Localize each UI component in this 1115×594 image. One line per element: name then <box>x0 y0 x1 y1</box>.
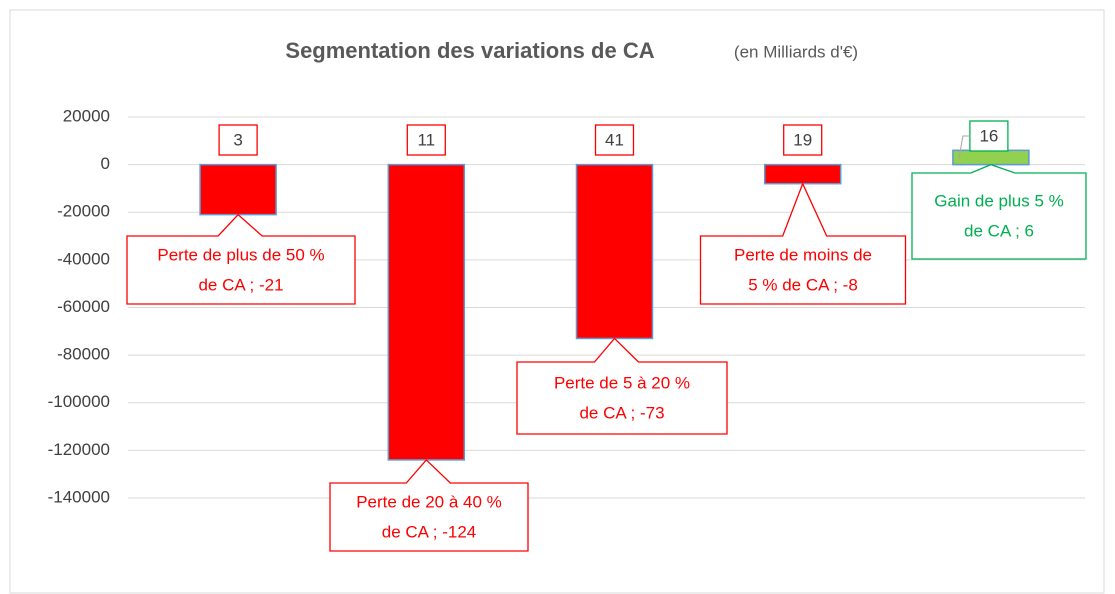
bar <box>952 149 1030 166</box>
bar <box>575 163 654 340</box>
bar <box>763 163 842 185</box>
y-tick-label: 20000 <box>63 106 110 125</box>
count-leader <box>958 135 970 159</box>
count-label: 3 <box>233 130 242 149</box>
callout <box>126 213 356 305</box>
y-tick-label: -60000 <box>57 297 110 316</box>
bar <box>199 163 277 216</box>
y-tick-label: 0 <box>101 154 110 173</box>
chart-title: Segmentation des variations de CA <box>285 38 654 63</box>
y-tick-label: -80000 <box>57 345 110 364</box>
count-box <box>594 124 635 156</box>
y-tick-label: -120000 <box>48 440 110 459</box>
callout <box>911 163 1087 260</box>
count-label: 11 <box>417 130 435 149</box>
y-tick-label: -20000 <box>57 202 110 221</box>
y-tick-label: -40000 <box>57 249 110 268</box>
data-label: 5 % de CA ; -8 <box>748 275 858 294</box>
callout <box>699 181 907 305</box>
data-label: de CA ; -21 <box>198 275 283 294</box>
count-box <box>218 124 258 156</box>
count-box <box>406 124 446 156</box>
count-label: 16 <box>979 126 998 145</box>
callout <box>516 337 728 435</box>
data-label: Perte de 5 à 20 % <box>554 373 690 392</box>
chart-subtitle: (en Milliards d'€) <box>734 42 858 61</box>
count-label: 41 <box>605 130 624 149</box>
count-label: 19 <box>793 130 812 149</box>
data-label: Perte de plus de 50 % <box>157 245 324 264</box>
y-tick-label: -100000 <box>48 392 110 411</box>
data-label: de CA ; 6 <box>964 221 1034 240</box>
data-label: de CA ; -73 <box>579 403 664 422</box>
bar <box>387 163 466 461</box>
data-label: Gain de plus 5 % <box>934 191 1063 210</box>
y-tick-label: -140000 <box>48 487 110 506</box>
data-label: de CA ; -124 <box>382 522 477 541</box>
data-label: Perte de moins de <box>734 245 872 264</box>
callout <box>329 458 529 552</box>
data-label: Perte de 20 à 40 % <box>356 492 502 511</box>
count-box <box>783 124 823 156</box>
